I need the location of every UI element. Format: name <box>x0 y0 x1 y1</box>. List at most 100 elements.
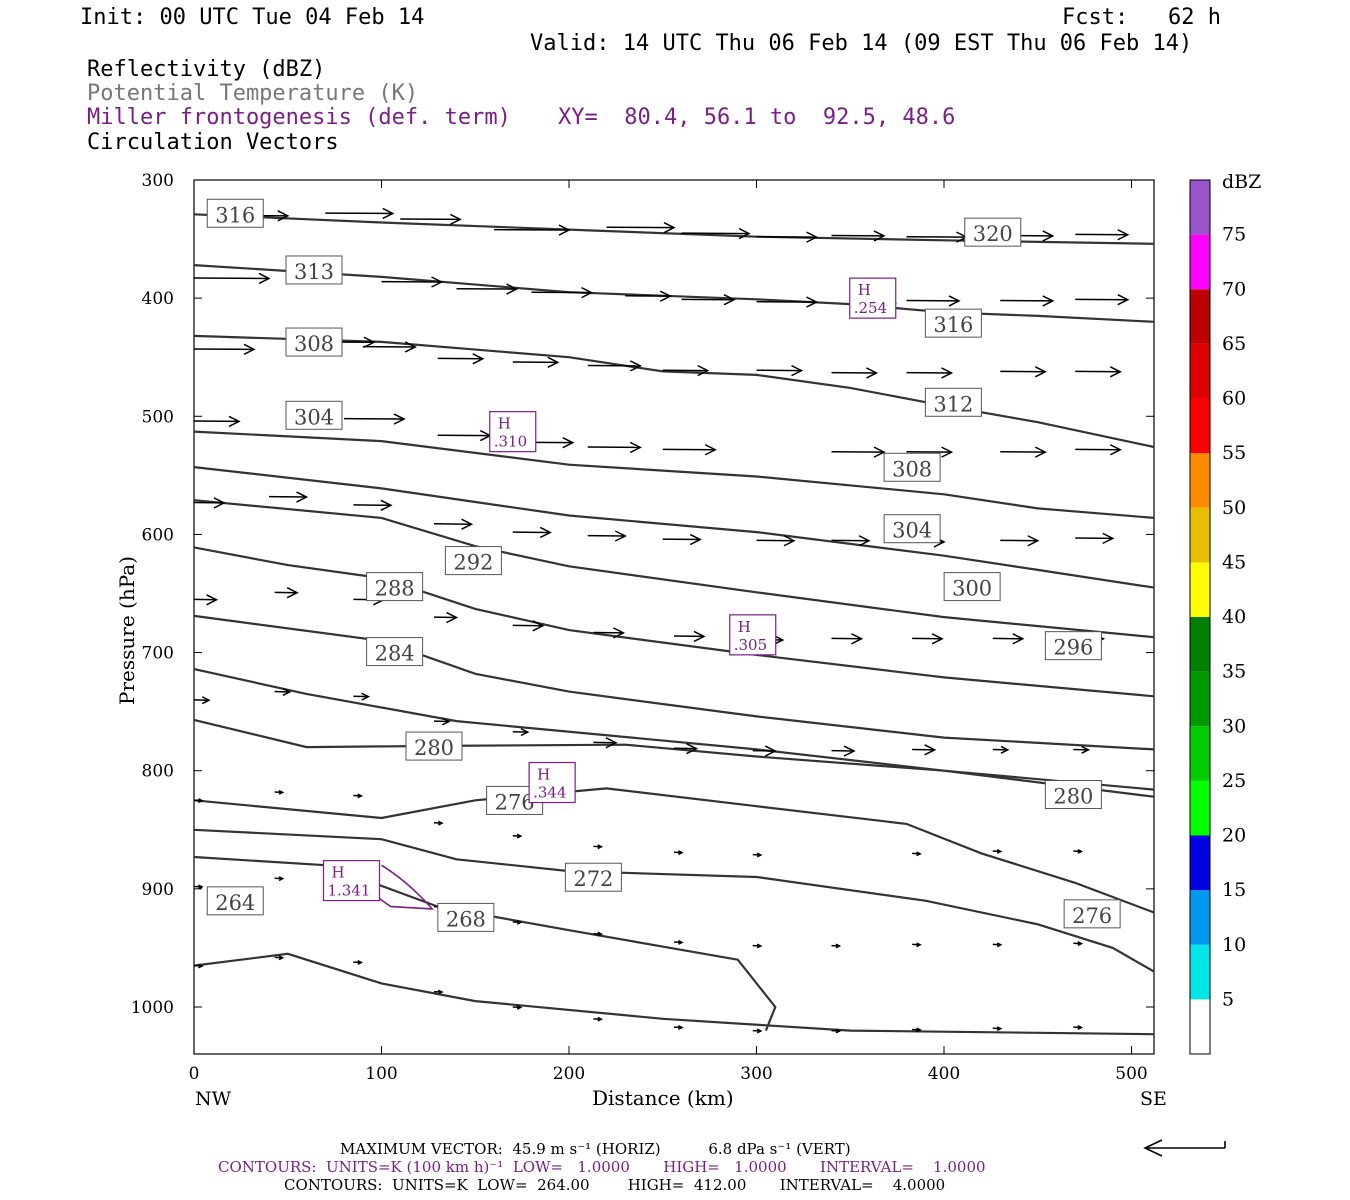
circulation-vector <box>756 535 796 547</box>
contour-label-text: 296 <box>1053 636 1093 660</box>
colorbar-label: 40 <box>1222 606 1246 628</box>
high-value: .310 <box>494 433 527 451</box>
vector-head <box>532 620 545 632</box>
circulation-vector <box>593 844 604 850</box>
colorbar-swatch <box>1190 726 1210 781</box>
circulation-vector <box>992 1026 1003 1032</box>
colorbar-label: 60 <box>1222 388 1246 410</box>
contour-label: 316 <box>206 198 264 228</box>
contour-label: 272 <box>564 862 622 892</box>
vector-head <box>931 633 944 645</box>
contour-label-text: 304 <box>892 519 932 543</box>
contour-label: 264 <box>206 886 264 916</box>
contour-label-text: 276 <box>1072 904 1112 928</box>
circulation-vector <box>662 533 702 546</box>
circulation-vector <box>673 742 699 755</box>
vector-head <box>1077 941 1084 947</box>
vector-head <box>516 833 523 839</box>
cross-section-xy: XY= 80.4, 56.1 to 92.5, 48.6 <box>558 105 956 130</box>
circulation-vector <box>353 793 364 799</box>
circulation-vector <box>343 413 406 425</box>
contour-label-box <box>943 572 1001 602</box>
high-marker: H <box>332 864 345 882</box>
circulation-vector <box>1075 444 1122 456</box>
y-tick-label: 600 <box>142 525 174 545</box>
vector-head <box>446 611 459 624</box>
vector-head <box>516 1004 523 1010</box>
vector-head <box>1012 633 1025 645</box>
circulation-vector <box>1073 848 1084 854</box>
vector-head <box>393 413 406 425</box>
vector-head <box>258 272 271 285</box>
circulation-vector <box>593 627 626 639</box>
colorbar-swatch <box>1190 507 1210 563</box>
theta-contour <box>193 828 1155 973</box>
y-axis-label: Pressure (hPa) <box>115 556 139 705</box>
high-value: .254 <box>854 299 887 317</box>
contour-label-text: 320 <box>973 222 1013 246</box>
circulation-vector <box>673 630 706 643</box>
vector-head <box>689 533 702 546</box>
high-box <box>729 614 777 656</box>
contour-label-box <box>1063 899 1121 929</box>
x-axis-label: Distance (km) <box>592 1086 734 1110</box>
contour-label: 308 <box>285 327 343 357</box>
vector-head <box>449 213 462 226</box>
circulation-vector <box>1075 294 1130 306</box>
vector-head <box>678 850 684 856</box>
vector-head <box>558 224 571 236</box>
contour-label-box <box>366 637 424 667</box>
field-circulation: Circulation Vectors <box>87 130 339 155</box>
colorbar-swatch <box>1190 180 1210 235</box>
circulation-vector <box>193 963 204 969</box>
high-box <box>528 761 576 804</box>
vector-head <box>213 497 226 509</box>
circulation-vector <box>673 939 684 945</box>
circulation-vector <box>193 594 219 606</box>
colorbar-swatch <box>1190 835 1210 891</box>
circulation-vector <box>587 441 642 454</box>
vector-head <box>996 1026 1003 1032</box>
vector-head <box>461 518 474 530</box>
contour-label-box <box>883 514 941 544</box>
circulation-vector <box>756 296 819 308</box>
vector-head <box>441 717 451 726</box>
circulation-vector <box>831 230 886 242</box>
vector-head <box>1117 294 1130 306</box>
circulation-vector <box>433 717 451 726</box>
vector-head <box>783 535 796 547</box>
circulation-vector <box>752 852 763 858</box>
valid-time: Valid: 14 UTC Thu 06 Feb 14 (09 EST Thu … <box>530 31 1193 56</box>
contours-frontogenesis-note: CONTOURS: UNITS=K (100 km h)⁻¹ LOW= 1.00… <box>218 1158 986 1176</box>
vector-head <box>363 336 376 348</box>
circulation-vector <box>268 491 309 503</box>
colorbar-label: 50 <box>1222 497 1246 519</box>
frontogenesis-high: H1.341 <box>322 859 381 902</box>
circulation-vector <box>433 611 459 624</box>
circulation-vector <box>662 444 717 456</box>
circulation-vector <box>493 224 571 236</box>
contour-label: 312 <box>924 387 982 417</box>
vector-head <box>916 942 922 948</box>
theta-contour <box>193 787 1155 914</box>
vector-head <box>201 696 211 705</box>
colorbar-swatch <box>1190 944 1210 1000</box>
vector-head <box>597 931 604 937</box>
vector-head <box>697 364 710 377</box>
circulation-vector <box>756 231 819 243</box>
high-value: 1.341 <box>328 882 371 900</box>
frontogenesis-high: H.305 <box>729 614 777 656</box>
colorbar-label: 55 <box>1222 442 1246 464</box>
high-value: .344 <box>533 784 566 802</box>
colorbar-label: 65 <box>1222 333 1246 355</box>
vector-head <box>357 960 364 965</box>
vector-head <box>686 742 699 755</box>
vector-head <box>614 530 627 542</box>
vector-head <box>843 745 856 757</box>
colorbar-label: 10 <box>1222 934 1246 956</box>
circulation-vector <box>512 919 523 925</box>
vector-head <box>472 353 485 365</box>
vector-head <box>835 1028 842 1034</box>
vector-head <box>806 231 819 243</box>
vector-head <box>791 364 804 377</box>
